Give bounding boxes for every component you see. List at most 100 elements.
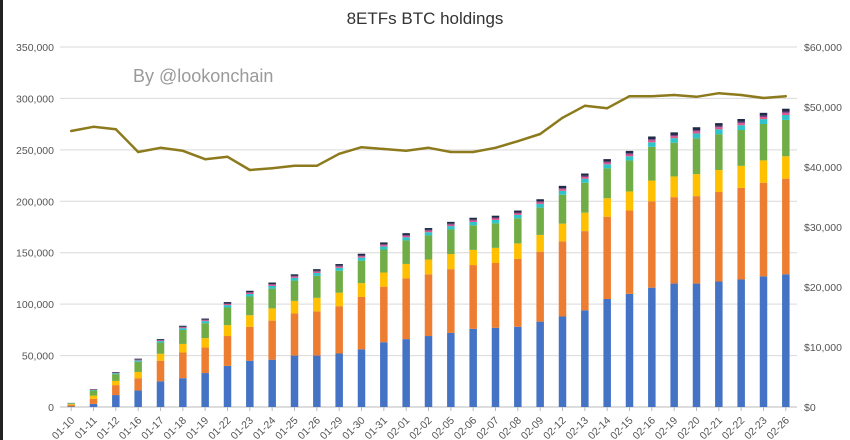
- bar-segment-2: [625, 210, 634, 294]
- bar-segment-3: [737, 165, 745, 188]
- bar-segment-7: [447, 223, 455, 225]
- bar-segment-5: [179, 328, 187, 331]
- bar-segment-3: [223, 325, 232, 337]
- x-tick-label: 02-20: [675, 415, 703, 440]
- bar-segment-2: [402, 278, 410, 340]
- bar-segment-2: [469, 265, 477, 329]
- x-tick-label: 02-08: [496, 415, 524, 440]
- bar-segment-7: [246, 292, 254, 293]
- bar-segment-5: [648, 142, 656, 147]
- bar-segment-5: [201, 321, 209, 324]
- bar-segment-1: [402, 339, 410, 407]
- bar-segment-6: [536, 202, 544, 204]
- bar-segment-4: [201, 323, 209, 339]
- bar-segment-6: [782, 112, 790, 116]
- x-tick-label: 02-09: [519, 415, 547, 440]
- bar-segment-1: [67, 406, 75, 407]
- bar-segment-3: [290, 300, 299, 314]
- bar-segment-7: [201, 319, 209, 321]
- price-point: [784, 95, 788, 98]
- bar-segment-7: [737, 121, 745, 124]
- bar-segment-8: [313, 269, 321, 271]
- bar-segment-7: [424, 229, 433, 231]
- y-tick-label: 150,000: [16, 248, 54, 260]
- x-tick-label: 02-12: [541, 415, 569, 440]
- bar-segment-3: [134, 371, 142, 379]
- bar-segment-2: [268, 320, 276, 360]
- bar-segment-6: [179, 327, 187, 329]
- bar-segment-4: [112, 374, 120, 381]
- bar-segment-7: [380, 244, 388, 246]
- bar-segment-8: [558, 185, 567, 189]
- bar-segment-8: [357, 253, 366, 256]
- bar-segment-4: [223, 307, 232, 326]
- bar-segment-4: [759, 124, 768, 161]
- bar-segment-4: [313, 275, 321, 298]
- bar-segment-4: [514, 218, 522, 244]
- bar-segment-1: [290, 355, 299, 407]
- bar-segment-4: [782, 119, 790, 157]
- bar-segment-8: [335, 264, 343, 266]
- bar-segment-1: [89, 403, 98, 407]
- bar-segment-3: [402, 263, 410, 279]
- y-tick-label: 250,000: [16, 145, 54, 157]
- price-point: [516, 140, 520, 143]
- bar-segment-4: [715, 134, 723, 170]
- bar-segment-8: [156, 339, 165, 340]
- bar-segment-3: [357, 283, 366, 297]
- bar-segment-8: [469, 217, 477, 220]
- price-point: [270, 167, 274, 170]
- bar-segment-2: [715, 192, 723, 282]
- price-point: [159, 146, 162, 149]
- bar-segment-2: [447, 269, 455, 333]
- x-tick-label: 02-19: [653, 415, 681, 440]
- bar-segment-1: [536, 321, 544, 407]
- bar-segment-4: [558, 194, 567, 224]
- bar-segment-8: [782, 108, 790, 112]
- bar-segment-2: [223, 336, 232, 366]
- bar-segment-8: [514, 210, 522, 213]
- x-tick-label: 02-22: [720, 415, 748, 440]
- bar-segment-8: [380, 242, 388, 245]
- bar-segment-6: [134, 359, 142, 361]
- x-tick-label: 01-16: [117, 415, 145, 440]
- x-tick-label: 01-19: [184, 415, 212, 440]
- y2-tick-label: $50,000: [804, 102, 842, 114]
- bar-segment-6: [335, 266, 343, 268]
- price-point: [717, 92, 721, 95]
- y-tick-label: 50,000: [22, 351, 54, 363]
- x-tick-label: 01-31: [362, 415, 390, 440]
- bar-segment-1: [424, 336, 433, 407]
- x-tick-label: 02-14: [586, 415, 614, 440]
- bar-segment-5: [335, 267, 343, 271]
- bar-segment-5: [268, 285, 276, 289]
- price-point: [628, 95, 631, 98]
- x-tick-label: 01-24: [251, 415, 279, 440]
- bar-segment-2: [67, 404, 75, 407]
- bar-segment-8: [223, 302, 232, 304]
- bar-segment-1: [246, 360, 254, 407]
- x-tick-label: 01-23: [228, 415, 256, 440]
- x-tick-label: 02-02: [407, 415, 435, 440]
- bar-segment-1: [737, 279, 745, 407]
- bar-segment-3: [156, 353, 165, 361]
- bar-segment-2: [648, 201, 656, 288]
- bar-segment-3: [759, 160, 768, 183]
- bar-segment-3: [201, 338, 209, 348]
- x-tick-label: 01-17: [139, 415, 167, 440]
- x-tick-label: 02-01: [385, 415, 413, 440]
- x-tick-label: 02-07: [474, 415, 502, 440]
- x-tick-label: 01-25: [273, 415, 301, 440]
- bar-segment-8: [536, 199, 544, 202]
- y2-tick-label: $40,000: [804, 162, 842, 174]
- bar-segment-5: [759, 119, 768, 125]
- y2-tick-label: $20,000: [804, 282, 842, 294]
- price-point: [293, 164, 296, 167]
- y-tick-label: 300,000: [16, 93, 54, 105]
- bar-segment-5: [424, 232, 433, 236]
- bar-segment-4: [625, 160, 634, 192]
- bar-segment-6: [759, 117, 768, 120]
- bar-segment-5: [469, 222, 477, 226]
- bar-segment-8: [692, 127, 701, 130]
